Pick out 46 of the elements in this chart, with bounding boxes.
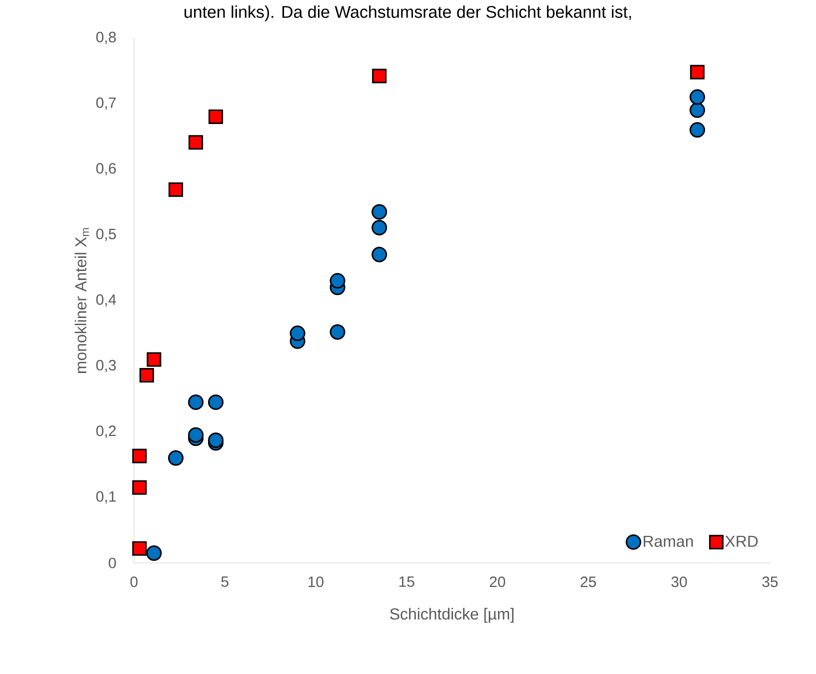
x-tick-label: 15 [399,576,414,587]
x-tick-label: 20 [490,576,506,588]
point [690,64,705,80]
point [188,135,204,150]
x-tick-label: 35 [762,576,778,588]
point [290,326,306,342]
y-tick-label: 0,1 [96,491,116,504]
x-tick-label: 25 [580,576,596,588]
point [372,68,387,84]
point [168,450,184,466]
point [330,324,346,340]
x-tick-label: 10 [308,576,324,588]
point [168,182,184,197]
point [146,352,162,367]
legend-label: Raman [644,536,693,547]
point [188,427,204,443]
point [208,394,224,410]
x-tick-label: 30 [671,576,687,588]
y-tick-label: 0,7 [96,97,116,110]
point [330,273,346,289]
point [690,89,706,105]
x-tick-label: 0 [130,576,138,588]
y-tick-label: 0,3 [96,360,116,372]
point [132,448,147,464]
y-tick-label: 0,6 [96,163,116,176]
point [372,204,388,220]
point [132,480,147,495]
y-tick-label: 0,2 [96,426,116,438]
y-tick-label: 0,8 [96,32,116,44]
point [372,220,388,236]
y-tick-label: 0 [108,558,116,568]
point [132,541,147,556]
point [208,109,224,124]
x-tick-label: 5 [221,576,228,587]
point [690,102,706,118]
point [139,368,154,383]
legend-label: XRD [725,536,758,547]
point [146,545,162,561]
point [372,246,388,262]
point [690,122,706,138]
x-axis-title: Schichtdicke [µm] [390,608,514,623]
y-tick-label: 0,5 [96,228,116,242]
text: unten links). Da die Wachstumsrate der Schicht bekannt ist, [184,6,631,22]
y-tick-label: 0,4 [96,294,116,307]
y-axis-title: monokliner Anteil X$_{m}$ [74,228,89,373]
point [188,394,204,410]
